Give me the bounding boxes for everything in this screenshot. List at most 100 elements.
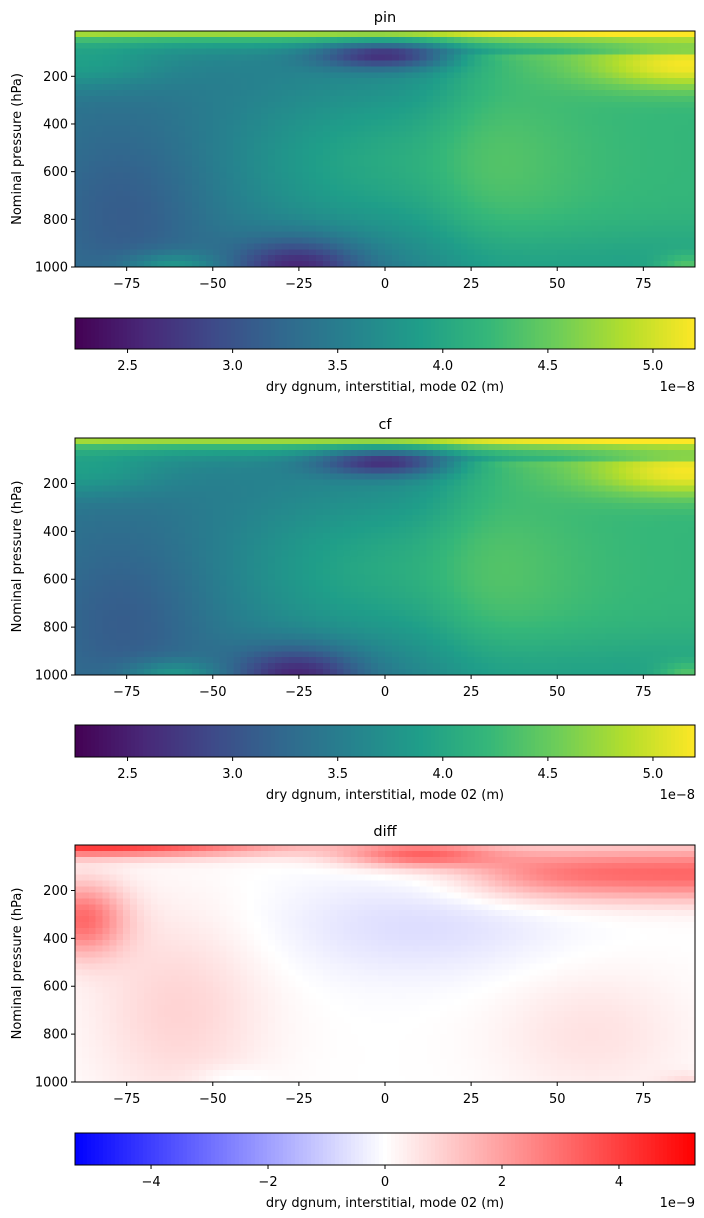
- heatmap-cell: [178, 485, 186, 492]
- heatmap-cell: [130, 461, 138, 469]
- heatmap-cell: [488, 54, 496, 62]
- heatmap-cell: [412, 131, 421, 138]
- heatmap-cell: [336, 491, 345, 498]
- heatmap-cell: [205, 449, 214, 457]
- heatmap-cell: [157, 143, 166, 150]
- heatmap-cell: [626, 36, 634, 44]
- heatmap-cell: [150, 190, 159, 197]
- heatmap-cell: [660, 202, 669, 209]
- heatmap-cell: [681, 48, 689, 56]
- heatmap-cell: [281, 166, 290, 174]
- heatmap-cell: [233, 154, 241, 162]
- heatmap-cell: [137, 172, 145, 180]
- heatmap-cell: [371, 449, 379, 457]
- heatmap-cell: [240, 190, 248, 197]
- heatmap-cell: [577, 261, 586, 268]
- heatmap-cell: [488, 485, 496, 492]
- heatmap-cell: [646, 231, 655, 239]
- heatmap-cell: [495, 231, 503, 239]
- heatmap-cell: [433, 225, 441, 233]
- heatmap-cell: [405, 107, 414, 115]
- heatmap-cell: [226, 467, 235, 475]
- heatmap-cell: [584, 455, 593, 463]
- heatmap-cell: [612, 54, 620, 62]
- heatmap-cell: [481, 485, 489, 492]
- heatmap-cell: [137, 497, 145, 504]
- heatmap-cell: [288, 160, 297, 168]
- heatmap-cell: [385, 154, 393, 162]
- heatmap-cell: [509, 231, 517, 239]
- heatmap-cell: [267, 101, 276, 109]
- heatmap-cell: [240, 213, 248, 221]
- heatmap-cell: [288, 54, 297, 62]
- heatmap-cell: [529, 461, 538, 469]
- heatmap-cell: [88, 48, 97, 56]
- heatmap-cell: [295, 202, 303, 209]
- heatmap-cell: [674, 172, 682, 180]
- heatmap-cell: [584, 249, 593, 256]
- heatmap-cell: [502, 48, 510, 56]
- heatmap-cell: [460, 101, 469, 109]
- heatmap-cell: [536, 213, 545, 221]
- heatmap-cell: [192, 101, 200, 109]
- heatmap-cell: [357, 166, 365, 174]
- heatmap-cell: [261, 231, 269, 239]
- heatmap-cell: [660, 119, 669, 126]
- heatmap-cell: [667, 190, 675, 197]
- heatmap-cell: [660, 36, 669, 44]
- heatmap-cell: [95, 503, 104, 510]
- heatmap-cell: [123, 443, 131, 451]
- heatmap-cell: [626, 249, 634, 256]
- heatmap-cell: [515, 166, 524, 174]
- heatmap-cell: [571, 509, 579, 516]
- heatmap-cell: [302, 261, 310, 268]
- heatmap-cell: [192, 42, 200, 50]
- heatmap-cell: [350, 72, 359, 79]
- heatmap-cell: [75, 72, 83, 79]
- heatmap-cell: [295, 213, 303, 221]
- heatmap-cell: [536, 184, 545, 191]
- heatmap-cell: [116, 125, 124, 132]
- heatmap-cell: [460, 36, 469, 44]
- heatmap-cell: [205, 213, 214, 221]
- heatmap-cell: [192, 190, 200, 197]
- heatmap-cell: [550, 143, 558, 150]
- heatmap-cell: [536, 243, 545, 250]
- heatmap-cell: [502, 467, 510, 475]
- heatmap-cell: [102, 208, 111, 215]
- colorbar-segment: [259, 318, 264, 349]
- heatmap-cell: [398, 178, 407, 185]
- heatmap-cell: [440, 443, 448, 451]
- heatmap-cell: [426, 443, 434, 451]
- heatmap-cell: [247, 438, 255, 445]
- heatmap-cell: [571, 184, 579, 191]
- colorbar-segment: [379, 318, 384, 349]
- heatmap-cell: [660, 72, 669, 79]
- heatmap-cell: [323, 467, 331, 475]
- heatmap-cell: [150, 149, 159, 156]
- heatmap-cell: [371, 54, 379, 62]
- heatmap-cell: [509, 60, 517, 67]
- heatmap-cell: [398, 202, 407, 209]
- heatmap-cell: [419, 473, 427, 481]
- colorbar-segment: [243, 318, 248, 349]
- heatmap-cell: [488, 42, 496, 50]
- heatmap-cell: [688, 131, 696, 138]
- heatmap-cell: [447, 190, 455, 197]
- heatmap-cell: [460, 243, 469, 250]
- heatmap-cell: [626, 473, 634, 481]
- heatmap-cell: [116, 72, 124, 79]
- heatmap-cell: [219, 137, 228, 144]
- heatmap-cell: [557, 237, 565, 244]
- heatmap-cell: [178, 213, 186, 221]
- heatmap-cell: [116, 467, 124, 475]
- heatmap-cell: [309, 261, 317, 268]
- heatmap-cell: [433, 90, 441, 97]
- heatmap-cell: [81, 125, 90, 132]
- heatmap-cell: [557, 107, 565, 115]
- heatmap-cell: [419, 243, 427, 250]
- heatmap-cell: [226, 449, 235, 457]
- heatmap-cell: [116, 485, 124, 492]
- heatmap-cell: [205, 479, 214, 486]
- heatmap-cell: [350, 184, 359, 191]
